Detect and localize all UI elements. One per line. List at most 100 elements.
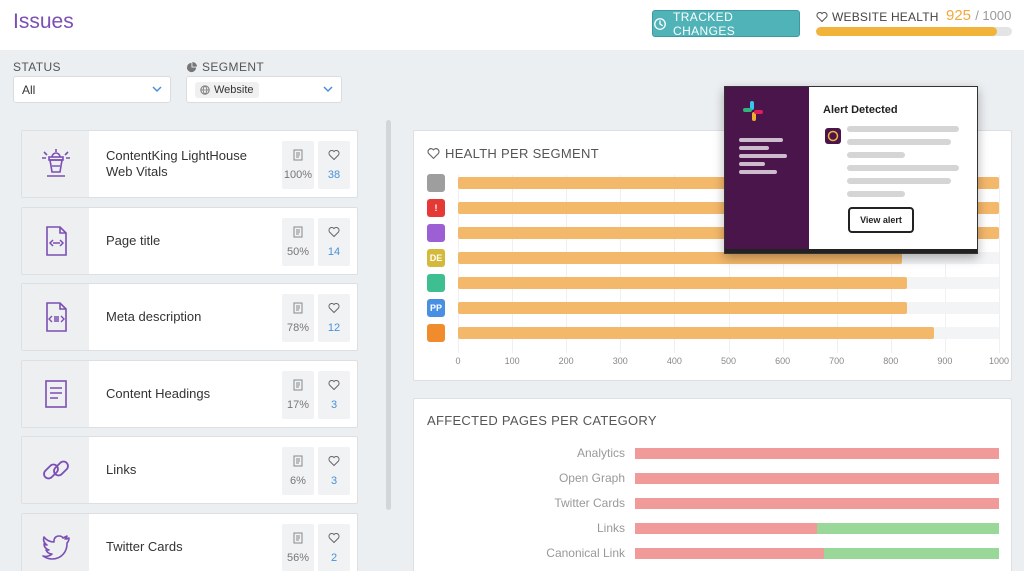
issue-label: Content Headings [106, 385, 211, 401]
chevron-down-icon [323, 86, 333, 93]
issue-card[interactable]: Page title 50% 14 [21, 206, 358, 275]
page-icon [293, 379, 303, 390]
issue-label: Meta description [106, 309, 202, 324]
health-impact: 12 [318, 294, 350, 342]
issue-pages-bar[interactable] [635, 548, 825, 559]
placeholder-line [847, 139, 951, 145]
page-icon [293, 532, 303, 543]
issue-pages-bar[interactable] [635, 473, 999, 484]
health-per-segment-title: HEALTH PER SEGMENT [427, 146, 599, 161]
view-alert-button[interactable]: View alert [848, 207, 914, 233]
slack-logo-icon [743, 101, 763, 121]
heart-icon [427, 148, 440, 160]
ok-pages-bar[interactable] [817, 523, 999, 534]
segment-health-bar[interactable] [458, 302, 908, 314]
health-score: 925 / 1000 [946, 7, 1012, 24]
grid-line [890, 175, 892, 353]
placeholder-line [847, 126, 959, 132]
affected-pages-card: AFFECTED PAGES PER CATEGORY Analytics Ope… [413, 398, 1012, 571]
issue-card[interactable]: Meta description 78% 12 [21, 283, 358, 351]
website-health-label: WEBSITE HEALTH [816, 10, 939, 24]
x-tick-label: 300 [612, 356, 628, 366]
grid-line [674, 175, 676, 353]
x-tick-label: 0 [455, 356, 461, 366]
ok-pages-bar[interactable] [824, 548, 999, 559]
heart-icon [328, 150, 340, 161]
segment-filter-label: SEGMENT [186, 60, 264, 74]
x-tick-label: 200 [558, 356, 574, 366]
segment-health-bar[interactable] [458, 252, 902, 264]
globe-icon[interactable] [427, 174, 445, 192]
affected-percent: 78% [282, 294, 314, 342]
page-icon [293, 302, 303, 314]
issue-pages-bar[interactable] [635, 523, 817, 534]
category-label: Twitter Cards [554, 496, 625, 510]
x-tick-label: 800 [883, 356, 899, 366]
affected-percent: 100% [282, 141, 314, 189]
placeholder-line [847, 178, 951, 184]
health-impact: 3 [318, 370, 350, 419]
affected-percent: 17% [282, 370, 314, 419]
heart-icon [328, 303, 340, 314]
page-icon [293, 226, 303, 237]
tracked-changes-label: TRACKED CHANGES [673, 9, 736, 38]
segment-health-bar[interactable] [458, 277, 908, 289]
health-impact: 3 [318, 447, 350, 495]
issue-card[interactable]: Content Headings 17% 3 [21, 359, 358, 428]
tracked-changes-button[interactable]: TRACKED CHANGES [652, 9, 800, 38]
link-icon [22, 437, 89, 503]
document-lines-icon [22, 360, 89, 427]
document-icon[interactable] [427, 224, 445, 242]
grid-line [566, 175, 568, 353]
grid-line [999, 175, 1000, 353]
popup-bottom-border [725, 249, 977, 253]
page-icon [293, 149, 303, 161]
pp-badge-icon[interactable]: PP [427, 299, 445, 317]
issue-card[interactable]: Links 6% 3 [21, 436, 358, 504]
health-impact: 2 [318, 523, 350, 571]
status-select[interactable]: All [13, 76, 171, 103]
issue-pages-bar[interactable] [635, 448, 999, 459]
scrollbar[interactable] [386, 120, 391, 510]
x-tick-label: 900 [937, 356, 953, 366]
issue-card[interactable]: Twitter Cards 56% 2 [21, 512, 358, 571]
grid-line [836, 175, 838, 353]
placeholder-line [847, 152, 905, 158]
category-label: Analytics [576, 446, 625, 460]
grid-line [944, 175, 946, 353]
issue-label: Links [106, 462, 137, 477]
history-icon [654, 17, 666, 30]
x-tick-label: 100 [504, 356, 520, 366]
affected-pages-title: AFFECTED PAGES PER CATEGORY [427, 413, 657, 428]
page-code-icon [22, 207, 89, 274]
grid-line [728, 175, 730, 353]
page-icon [293, 455, 303, 467]
segment-select[interactable]: Website [186, 76, 342, 103]
header: Issues TRACKED CHANGES WEBSITE HEALTH 92… [0, 0, 1024, 50]
sidebar-line [739, 154, 787, 158]
trend-icon[interactable] [427, 274, 445, 292]
twitter-icon [22, 513, 89, 571]
placeholder-line [847, 191, 905, 197]
sidebar-line [739, 146, 769, 150]
heart-icon [328, 456, 340, 467]
issue-card[interactable]: ContentKing LightHouse Web Vitals 100% 3… [21, 130, 358, 198]
health-bar [816, 27, 1012, 36]
x-tick-label: 700 [829, 356, 845, 366]
affected-percent: 56% [282, 523, 314, 571]
affected-percent: 50% [282, 217, 314, 266]
heart-icon [328, 532, 340, 543]
issue-pages-bar[interactable] [635, 498, 999, 509]
category-label: Links [596, 521, 625, 535]
grid-line [782, 175, 784, 353]
x-tick-label: 400 [666, 356, 682, 366]
heart-icon [328, 226, 340, 237]
popup-title: Alert Detected [823, 104, 898, 116]
alert-icon[interactable]: ! [427, 199, 445, 217]
de-badge-icon[interactable]: DE [427, 249, 445, 267]
category-label: Canonical Link [546, 546, 625, 560]
health-impact: 38 [318, 141, 350, 189]
money-bag-icon[interactable] [427, 324, 445, 342]
segment-health-bar[interactable] [458, 327, 935, 339]
grid-line [512, 175, 514, 353]
